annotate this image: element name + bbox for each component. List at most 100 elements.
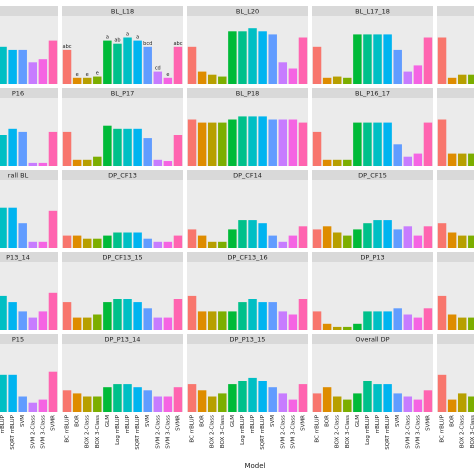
bar [447, 314, 457, 330]
x-tick-label: SQRT rrBLUP [135, 414, 141, 449]
bar [163, 241, 173, 248]
bar [103, 235, 112, 248]
x-tick-label: rrBLUP [250, 414, 256, 433]
strip-title: P13_14 [6, 254, 30, 262]
bar [457, 393, 467, 412]
x-tick-label: rrBLUP [0, 414, 6, 433]
bar [8, 49, 17, 84]
bar [187, 384, 197, 412]
x-tick-label: GLM [355, 415, 361, 427]
bar [447, 77, 457, 84]
bar [298, 37, 308, 84]
panel: P16 [0, 88, 58, 166]
bar [288, 68, 298, 84]
bar [82, 159, 92, 166]
bar [228, 229, 237, 248]
bar [197, 235, 207, 248]
bar [332, 232, 342, 248]
strip [0, 252, 58, 262]
strip [62, 6, 183, 16]
strip [312, 6, 433, 16]
panel: P13_14 [0, 252, 58, 330]
bar [312, 311, 322, 330]
strip [187, 334, 308, 344]
bar [393, 144, 402, 166]
bar [62, 302, 72, 330]
strip [62, 334, 183, 344]
bar [332, 396, 342, 412]
bar [228, 31, 237, 84]
strip [437, 334, 474, 344]
bar [93, 156, 102, 166]
bar [187, 46, 197, 84]
bar [0, 46, 7, 84]
significance-letter: cd [155, 66, 161, 72]
panel: DP_P13_14 [62, 334, 183, 412]
x-tick-label: SVM 3-Class [290, 415, 296, 449]
strip [437, 252, 474, 262]
bar [163, 77, 173, 84]
x-tick-label: BOX 2-Class [335, 415, 341, 448]
plot-background [312, 262, 433, 330]
bar [153, 71, 163, 84]
bar [197, 311, 207, 330]
bar [38, 162, 48, 166]
bar [363, 122, 372, 166]
x-tick-label: SVM 2-Class [280, 415, 286, 449]
bar [437, 37, 447, 84]
bar [413, 317, 423, 330]
bar [343, 399, 352, 412]
bar [72, 235, 82, 248]
bar [113, 232, 122, 248]
x-tick-label: BC rrBLUP [440, 414, 446, 442]
bar [187, 119, 197, 166]
strip-title: BL_L18 [111, 8, 134, 16]
bar [278, 241, 288, 248]
bar [133, 128, 142, 166]
bar [383, 220, 392, 248]
x-tick-label: SVMR [175, 415, 181, 431]
bar [163, 161, 173, 166]
bar [393, 393, 402, 412]
significance-letter: abc [63, 44, 72, 50]
bar [28, 62, 38, 84]
strip-title: BL_P17 [111, 90, 135, 98]
significance-letter: e [86, 72, 89, 78]
bar [18, 311, 27, 330]
bar [38, 399, 48, 412]
x-tick-label: SVM 2-Class [405, 415, 411, 449]
strip [187, 6, 308, 16]
bar [173, 235, 183, 248]
bar [403, 71, 413, 84]
bar [228, 119, 237, 166]
bar [143, 46, 152, 84]
panel: BL_L17_18 [312, 6, 433, 84]
bar [278, 62, 288, 84]
bar [0, 207, 7, 248]
strip [62, 88, 183, 98]
bar [343, 326, 352, 330]
bar [143, 238, 152, 248]
strip [437, 6, 474, 16]
bar [268, 235, 277, 248]
bar [403, 226, 413, 248]
bar [288, 314, 298, 330]
panel [437, 170, 474, 248]
bar [457, 317, 467, 330]
bar [413, 235, 423, 248]
strip [187, 170, 308, 180]
bar [113, 43, 122, 84]
bar [363, 381, 372, 412]
bar [93, 76, 102, 84]
bar [363, 223, 372, 248]
bar [278, 311, 288, 330]
bar [373, 220, 382, 248]
bar [228, 384, 237, 412]
bar [133, 232, 142, 248]
bar [268, 34, 277, 84]
bar [322, 159, 332, 166]
bar [0, 374, 7, 412]
x-tick-label: BOX 3-Class [95, 415, 101, 448]
panel: DP_CF15 [312, 170, 433, 248]
strip [0, 170, 58, 180]
